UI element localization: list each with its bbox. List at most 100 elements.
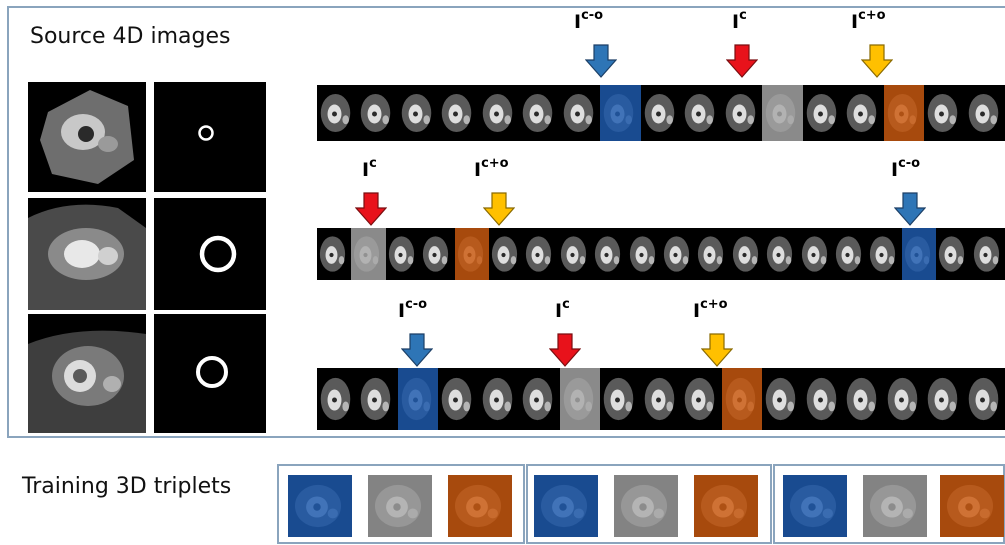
- cine-frame: [798, 228, 834, 280]
- cine-frame: [357, 85, 399, 141]
- arrow-down-blue-icon: [585, 44, 617, 78]
- mask-ring-2: [199, 235, 237, 273]
- cine-frame: [397, 85, 439, 141]
- frame-highlight-prev: [600, 85, 642, 141]
- label-next-3: Ic+o: [693, 297, 728, 322]
- cine-frame: [924, 368, 966, 430]
- cine-frame: [489, 228, 524, 280]
- triplet-tint-prev: [783, 475, 847, 537]
- triplet-box-2: [526, 464, 772, 544]
- label-prev-1: Ic-o: [574, 8, 604, 33]
- cine-frame: [843, 368, 885, 430]
- cine-frame: [478, 368, 520, 430]
- cine-frame: [317, 228, 352, 280]
- cine-frame: [764, 228, 800, 280]
- cine-frame: [883, 368, 925, 430]
- label-next-2: Ic+o: [474, 156, 509, 181]
- triplet-tile-cur: [863, 475, 927, 537]
- label-prev-2: Ic-o: [891, 156, 921, 181]
- cine-frame: [438, 368, 480, 430]
- cine-frame: [557, 228, 593, 280]
- cine-frame: [317, 368, 358, 430]
- triplet-tile-prev: [534, 475, 598, 537]
- arrow-down-orange-icon: [483, 192, 515, 226]
- cine-frame: [802, 368, 844, 430]
- arrow-down-orange-icon: [701, 333, 733, 367]
- cine-frame: [924, 85, 966, 141]
- cine-frame: [317, 85, 358, 141]
- cine-frame: [970, 228, 1005, 280]
- label-prev-3: Ic-o: [398, 297, 428, 322]
- cine-frame: [357, 368, 399, 430]
- mri-image: [28, 82, 146, 192]
- frame-highlight-prev: [397, 368, 439, 430]
- triplet-box-1: [277, 464, 525, 544]
- segmentation-mask: [154, 314, 266, 433]
- cine-frame: [867, 228, 903, 280]
- cine-frame: [729, 228, 765, 280]
- cine-frame: [519, 368, 561, 430]
- triplet-tile-next: [940, 475, 1004, 537]
- triplet-tile-next: [448, 475, 512, 537]
- cine-frame: [802, 85, 844, 141]
- cine-frame: [695, 228, 731, 280]
- cine-frame: [438, 85, 480, 141]
- mri-slice-3: [28, 330, 146, 433]
- cine-frame: [523, 228, 559, 280]
- label-cur-1: Ic: [732, 8, 747, 33]
- cine-frame: [964, 368, 1005, 430]
- cine-frame: [559, 85, 601, 141]
- mri-slice-1: [40, 90, 134, 184]
- triplet-box-3: [773, 464, 1005, 544]
- triplet-tint-prev: [288, 475, 352, 537]
- frame-highlight-cur: [559, 368, 601, 430]
- cine-frame: [600, 368, 642, 430]
- cine-frame: [964, 85, 1005, 141]
- triplet-tile-cur: [368, 475, 432, 537]
- segmentation-mask: [154, 198, 266, 310]
- mri-image: [28, 198, 146, 310]
- triplet-tint-prev: [534, 475, 598, 537]
- triplet-tile-cur: [614, 475, 678, 537]
- arrow-down-orange-icon: [861, 44, 893, 78]
- label-next-1: Ic+o: [851, 8, 886, 33]
- frame-highlight-cur: [351, 228, 387, 280]
- label-cur-2: Ic: [362, 156, 377, 181]
- triplet-tint-cur: [368, 475, 432, 537]
- cine-frame: [762, 368, 804, 430]
- frame-highlight-next: [454, 228, 490, 280]
- frame-highlight-prev: [901, 228, 937, 280]
- cine-frame: [640, 85, 682, 141]
- segmentation-mask: [154, 82, 266, 192]
- source-4d-title: Source 4D images: [30, 24, 231, 49]
- cine-frame: [843, 85, 885, 141]
- cine-frame: [681, 368, 723, 430]
- training-3d-title: Training 3D triplets: [22, 474, 232, 499]
- frame-strip-1: [317, 85, 1005, 141]
- triplet-tint-next: [694, 475, 758, 537]
- mri-image: [28, 314, 146, 433]
- cine-frame: [519, 85, 561, 141]
- arrow-down-blue-icon: [894, 192, 926, 226]
- mask-ring-3: [196, 356, 228, 388]
- arrow-down-red-icon: [355, 192, 387, 226]
- cine-frame: [661, 228, 696, 280]
- triplet-tile-prev: [288, 475, 352, 537]
- frame-highlight-next: [721, 368, 763, 430]
- arrow-down-red-icon: [549, 333, 581, 367]
- mask-ring-1: [198, 125, 214, 141]
- cine-frame: [681, 85, 723, 141]
- triplet-tint-cur: [614, 475, 678, 537]
- cine-frame: [936, 228, 972, 280]
- cine-frame: [592, 228, 628, 280]
- arrow-down-red-icon: [726, 44, 758, 78]
- cine-frame: [385, 228, 421, 280]
- triplet-tile-next: [694, 475, 758, 537]
- triplet-tint-cur: [863, 475, 927, 537]
- source-4d-panel: [7, 6, 1005, 438]
- label-cur-3: Ic: [555, 297, 570, 322]
- triplet-tint-next: [940, 475, 1004, 537]
- arrow-down-blue-icon: [401, 333, 433, 367]
- cine-frame: [721, 85, 763, 141]
- cine-frame: [626, 228, 662, 280]
